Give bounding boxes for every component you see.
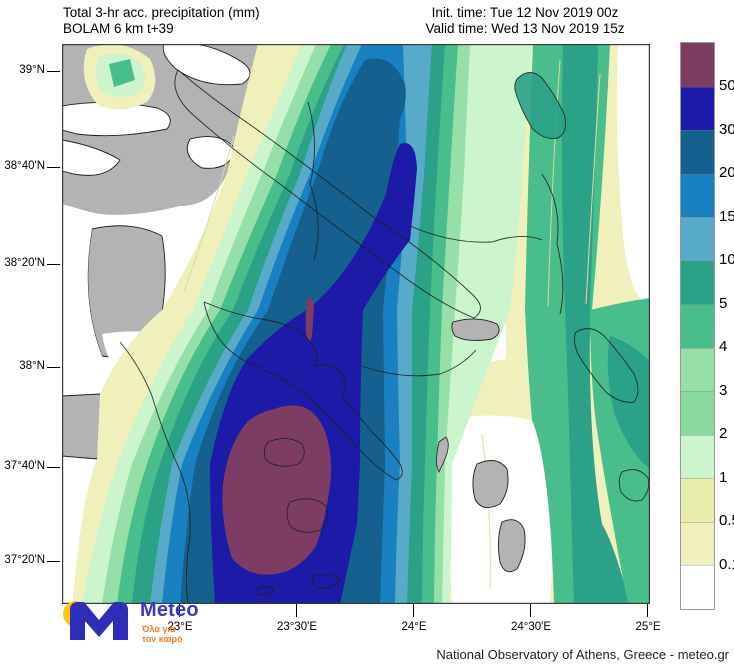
- y-label-38n: 38°N: [19, 360, 45, 372]
- precipitation-map: [62, 44, 650, 604]
- colorbar-swatch-30-50: [681, 86, 714, 130]
- credit-text: National Observatory of Athens, Greece -…: [436, 647, 729, 662]
- init-time-label: Init. time: Tue 12 Nov 2019 00z: [431, 5, 619, 20]
- y-tick-3740n: [47, 467, 60, 468]
- colorbar-swatch-4-5: [681, 304, 714, 348]
- meteo-logo: Meteo Όλα για τον καιρό: [58, 592, 218, 662]
- colorbar-swatch-01-05: [681, 521, 714, 565]
- land-corner-sw: [62, 393, 104, 460]
- colorbar-label-05: 0.5: [719, 512, 734, 529]
- colorbar: [680, 42, 715, 610]
- x-label-25e: 25°E: [635, 621, 661, 633]
- colorbar-label-4: 4: [719, 338, 728, 355]
- colorbar-label-1: 1: [719, 469, 728, 486]
- y-tick-3840n: [47, 167, 60, 168]
- colorbar-swatch-3-4: [681, 347, 714, 391]
- y-label-3840n: 38°40'N: [4, 160, 45, 172]
- valid-time-label: Valid time: Wed 13 Nov 2019 15z: [425, 21, 625, 36]
- island-small-south1: [312, 574, 341, 589]
- island-small-south2: [257, 585, 275, 595]
- coast-euboea: [174, 69, 481, 319]
- colorbar-swatch-15-20: [681, 173, 714, 217]
- y-label-39n: 39°N: [19, 64, 45, 76]
- x-label-24e: 24°E: [401, 621, 427, 633]
- coast-peloponnese: [119, 341, 191, 604]
- x-label-2430e: 24°30'E: [510, 621, 552, 633]
- island-gray-north: [451, 318, 500, 341]
- nw-precip-blob-core: [109, 59, 135, 87]
- colorbar-label-3: 3: [719, 382, 728, 399]
- gulf-west-inlet: [62, 139, 121, 176]
- colorbar-label-2: 2: [719, 425, 728, 442]
- y-label-3720n: 37°20'N: [4, 554, 45, 566]
- island-makronisos: [436, 436, 449, 473]
- colorbar-swatch-2-3: [681, 391, 714, 435]
- colorbar-swatch-20-30: [681, 130, 714, 174]
- colorbar-swatch-5-10: [681, 260, 714, 304]
- logo-tagline-1: Όλα για: [142, 624, 176, 634]
- colorbar-label-15: 15: [719, 208, 734, 225]
- x-tick-2430e: [530, 604, 531, 617]
- island-andros: [573, 328, 639, 403]
- map-frame: [62, 44, 650, 604]
- y-label-3820n: 38°20'N: [4, 257, 45, 269]
- m-letter-icon: [70, 602, 128, 640]
- dry-column-cyclades: [448, 415, 554, 603]
- border-inland-2: [409, 225, 543, 243]
- colorbar-label-30: 30: [719, 121, 734, 138]
- colorbar-swatch-gt50: [681, 43, 714, 87]
- colorbar-swatch-10-15: [681, 217, 714, 261]
- y-label-3740n: 37°40'N: [4, 460, 45, 472]
- island-kythnos: [497, 519, 526, 573]
- colorbar-label-01: 0.1: [719, 556, 734, 573]
- contour-0p5-east1: [547, 59, 561, 307]
- island-kea: [472, 460, 509, 508]
- model-run-label: BOLAM 6 km t+39: [63, 21, 174, 36]
- y-tick-3720n: [47, 561, 60, 562]
- x-tick-23e: [179, 604, 180, 617]
- map-title: Total 3-hr acc. precipitation (mm): [63, 5, 260, 20]
- y-tick-38n: [47, 367, 60, 368]
- x-tick-24e: [413, 604, 414, 617]
- coast-attica: [203, 301, 403, 481]
- colorbar-label-5: 5: [719, 295, 728, 312]
- colorbar-label-50: 50: [719, 77, 734, 94]
- colorbar-swatch-1-2: [681, 434, 714, 478]
- y-tick-39n: [47, 71, 60, 72]
- map-svg: [62, 44, 650, 604]
- band-east-teal: [561, 44, 630, 604]
- colorbar-swatch-05-1: [681, 478, 714, 522]
- logo-tagline-2: τον καιρό: [142, 634, 183, 644]
- island-aegina: [286, 498, 329, 533]
- colorbar-label-20: 20: [719, 164, 734, 181]
- island-skyros: [514, 72, 566, 139]
- dry-pocket-east-edge: [616, 44, 650, 303]
- colorbar-label-10: 10: [719, 251, 734, 268]
- logo-wordmark: Meteo: [140, 599, 199, 621]
- meteo-logo-mark: [63, 601, 128, 640]
- x-label-23e: 23°E: [167, 621, 193, 633]
- border-inland-1: [307, 101, 319, 261]
- gulf-north-euboean: [162, 44, 251, 86]
- contour-0p5-west: [183, 135, 235, 293]
- island-salamina: [263, 438, 305, 467]
- gulf-south-euboean: [186, 136, 236, 169]
- island-tinos: [618, 469, 650, 502]
- x-tick-2330e: [296, 604, 297, 617]
- y-tick-3820n: [47, 264, 60, 265]
- x-tick-25e: [647, 604, 648, 617]
- x-label-2330e: 23°30'E: [276, 621, 318, 633]
- contour-0p5-south: [481, 433, 491, 590]
- contour-0p5-east2: [585, 73, 601, 305]
- colorbar-swatch-lt01: [681, 565, 714, 609]
- border-inland-4: [541, 173, 564, 315]
- border-inland-3: [361, 349, 477, 377]
- sea-strip-west: [62, 212, 102, 392]
- band-50mm-sliver: [305, 297, 314, 342]
- coastlines: [119, 69, 650, 604]
